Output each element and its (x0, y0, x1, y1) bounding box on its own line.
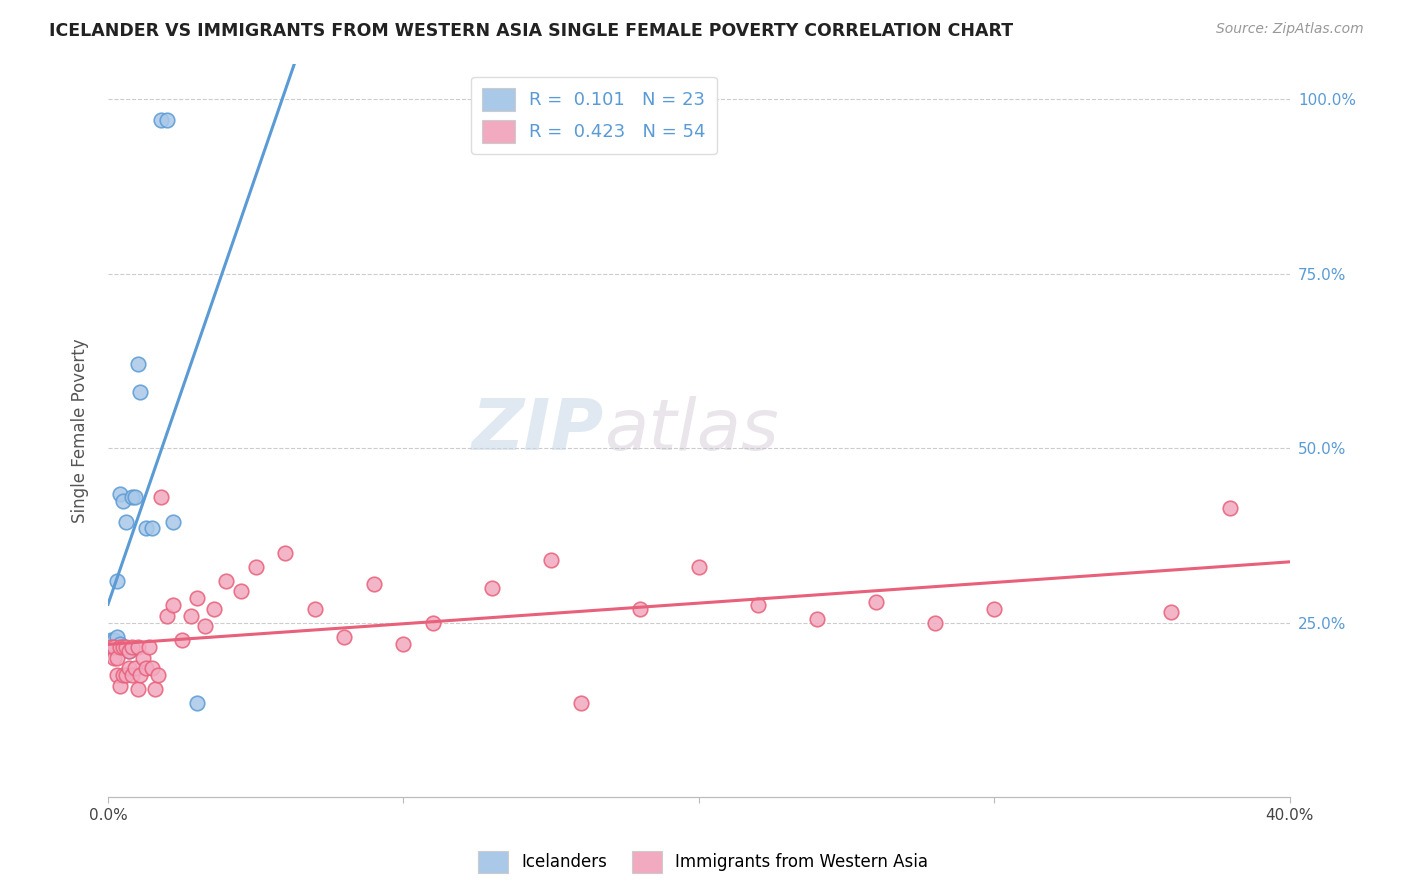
Point (103, 640, 125, 655)
Text: atlas: atlas (605, 396, 779, 466)
Point (100, 640, 122, 655)
Point (363, 577, 385, 591)
Point (141, 661, 163, 675)
Point (540, 553, 562, 567)
Point (127, 640, 149, 655)
Point (108, 637, 131, 651)
Point (111, 640, 134, 655)
Point (108, 486, 131, 500)
Point (245, 560, 267, 574)
Point (100, 640, 122, 655)
Point (105, 630, 128, 644)
Point (124, 661, 146, 675)
Point (105, 574, 128, 588)
Point (124, 490, 146, 504)
Point (118, 643, 141, 657)
Point (186, 591, 208, 606)
Point (180, 608, 202, 623)
Text: Source: ZipAtlas.com: Source: ZipAtlas.com (1216, 22, 1364, 37)
Point (111, 493, 134, 508)
Point (132, 650, 155, 665)
Point (129, 385, 152, 400)
Point (143, 682, 166, 697)
Point (105, 640, 128, 655)
Point (135, 521, 157, 535)
Point (148, 668, 170, 682)
Point (103, 633, 125, 648)
Point (114, 515, 136, 529)
Point (304, 602, 326, 616)
Point (333, 630, 356, 644)
Point (121, 640, 143, 655)
Point (127, 357, 149, 371)
Point (121, 668, 143, 682)
Point (229, 584, 252, 599)
Legend: Icelanders, Immigrants from Western Asia: Icelanders, Immigrants from Western Asia (471, 845, 935, 880)
Point (481, 581, 503, 595)
Point (103, 650, 125, 665)
Point (569, 696, 592, 710)
Point (138, 640, 160, 655)
Point (628, 602, 651, 616)
Point (103, 640, 125, 655)
Point (186, 696, 208, 710)
Point (806, 612, 828, 626)
Point (108, 640, 131, 655)
Point (983, 602, 1005, 616)
Point (194, 619, 217, 633)
Point (688, 560, 710, 574)
Point (114, 668, 136, 682)
Point (111, 668, 134, 682)
Point (118, 661, 141, 675)
Text: ICELANDER VS IMMIGRANTS FROM WESTERN ASIA SINGLE FEMALE POVERTY CORRELATION CHAR: ICELANDER VS IMMIGRANTS FROM WESTERN ASI… (49, 22, 1014, 40)
Point (141, 521, 163, 535)
Legend: R =  0.101   N = 23, R =  0.423   N = 54: R = 0.101 N = 23, R = 0.423 N = 54 (471, 77, 717, 153)
Point (105, 650, 128, 665)
Point (1160, 605, 1182, 619)
Point (129, 668, 152, 682)
Text: ZIP: ZIP (472, 396, 605, 466)
Point (422, 615, 444, 630)
Point (392, 637, 415, 651)
Point (150, 490, 173, 504)
Point (274, 546, 297, 560)
Point (1219, 500, 1241, 515)
Point (156, 608, 179, 623)
Point (162, 599, 184, 613)
Point (170, 633, 193, 648)
Point (118, 643, 141, 657)
Point (215, 574, 238, 588)
Point (127, 682, 149, 697)
Point (114, 640, 136, 655)
Point (135, 661, 157, 675)
Point (156, 112, 179, 127)
Y-axis label: Single Female Poverty: Single Female Poverty (72, 338, 89, 523)
Point (100, 633, 122, 648)
Point (108, 679, 131, 693)
Point (111, 640, 134, 655)
Point (924, 615, 946, 630)
Point (202, 602, 225, 616)
Point (162, 515, 184, 529)
Point (865, 595, 887, 609)
Point (121, 490, 143, 504)
Point (747, 599, 769, 613)
Point (150, 112, 173, 127)
Point (105, 668, 128, 682)
